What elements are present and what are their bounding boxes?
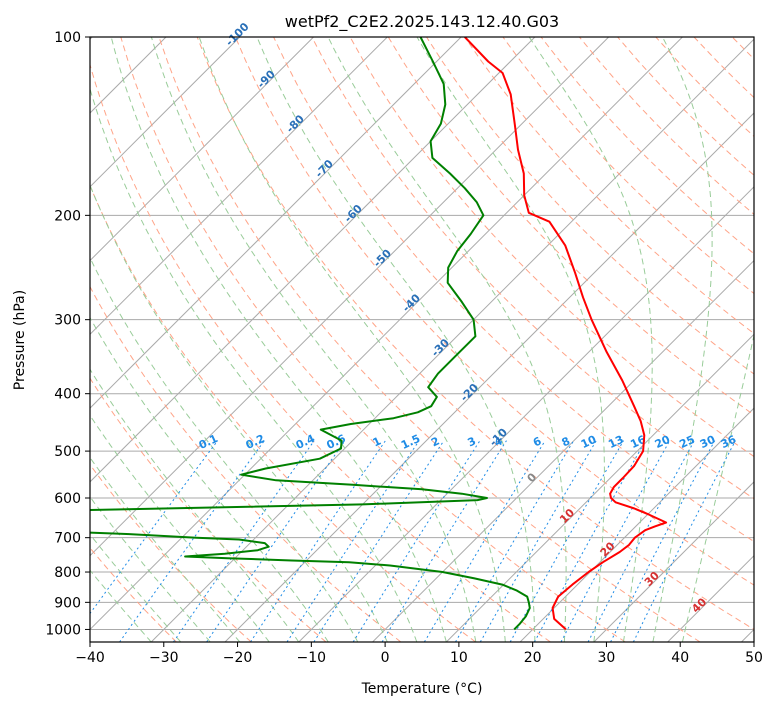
mixing-ratio-line: [610, 440, 716, 642]
moist-adiabat-line: [90, 368, 300, 642]
isotherm-line: [593, 481, 754, 642]
moist-adiabat-line: [90, 569, 152, 642]
mixing-ratio-label: 30: [698, 433, 718, 451]
x-tick-label: 40: [671, 650, 689, 666]
isotherm-line: [372, 259, 754, 642]
moist-adiabat-line: [416, 37, 605, 642]
isotherm-line: [90, 37, 536, 483]
x-tick-label: −20: [223, 650, 253, 666]
x-tick-label: −40: [75, 650, 105, 666]
dry-adiabat-line: [234, 37, 754, 586]
mixing-ratio-label: 20: [653, 433, 673, 451]
y-tick-label: 300: [54, 313, 81, 329]
mixing-ratio-line: [560, 440, 671, 642]
mixing-ratio-line: [90, 440, 219, 615]
mixing-ratio-line: [587, 440, 695, 642]
moist-adiabat-line: [90, 456, 241, 642]
mixing-ratio-line: [250, 440, 386, 642]
y-tick-label: 700: [54, 531, 81, 547]
mixing-ratio-label: 36: [719, 433, 739, 451]
sounding-traces: [90, 37, 668, 631]
x-tick-label: 30: [598, 650, 616, 666]
moist-adiabat-line: [327, 37, 567, 642]
moist-adiabat-line: [90, 87, 418, 642]
y-axis-label: Pressure (hPa): [12, 290, 28, 390]
isotherm-line: [90, 37, 241, 188]
y-tick-label: 200: [54, 208, 81, 224]
dewpoint-trace: [90, 37, 531, 631]
moist-adiabat-line: [90, 183, 388, 642]
dry-adiabat-line: [464, 37, 754, 335]
plot-frame: [89, 36, 755, 643]
y-tick-label: 1000: [45, 622, 81, 638]
y-tick-label: 800: [54, 565, 81, 581]
isotherm-line: [90, 37, 388, 336]
moist-adiabat-line: [90, 316, 329, 642]
mixing-ratio-line: [632, 440, 736, 642]
y-tick-label: 900: [54, 595, 81, 611]
moist-adiabat-line: [681, 333, 754, 642]
isotherm-line: [90, 37, 610, 557]
x-axis-label: Temperature (°C): [361, 681, 483, 697]
dry-adiabat-line: [273, 37, 754, 543]
dry-adiabat-line: [158, 37, 701, 642]
plot-grid: [90, 37, 754, 642]
dry-adiabat-line: [426, 37, 754, 375]
dry-adiabat-line: [196, 37, 754, 630]
x-tick-label: 10: [450, 650, 468, 666]
mixing-ratio-line: [119, 440, 265, 642]
mixing-ratio-label: 13: [606, 433, 625, 451]
isotherm-line: [90, 37, 314, 262]
moist-adiabat-line: [652, 37, 713, 642]
x-tick-label: −30: [149, 650, 179, 666]
x-tick-label: 50: [745, 650, 763, 666]
mixing-ratio-label: 10: [579, 433, 599, 451]
mixing-ratio-line: [423, 440, 546, 642]
mixing-ratio-line: [313, 440, 445, 642]
dry-adiabat-line: [120, 37, 626, 642]
dry-adiabat-line: [502, 37, 754, 295]
axis-ticks: −40 −30 −20 −10 0 10 20 30 40 50 100 200 300 400 500 60…: [45, 30, 763, 666]
mixing-ratio-line: [352, 440, 481, 642]
x-tick-label: −10: [297, 650, 327, 666]
x-tick-label: 0: [381, 650, 390, 666]
isotherm-line: [224, 112, 754, 642]
y-tick-label: 400: [54, 387, 81, 403]
moist-adiabat-line: [150, 37, 477, 642]
y-tick-label: 600: [54, 491, 81, 507]
isotherm-line: [519, 407, 754, 642]
y-tick-label: 100: [54, 30, 81, 46]
moist-adiabat-line: [528, 37, 653, 642]
mixing-ratio-line: [381, 440, 507, 642]
isotherm-line: [90, 37, 683, 631]
isotherm-line: [90, 37, 462, 409]
moist-adiabat-line: [198, 37, 506, 642]
isotherm-line: [445, 333, 754, 642]
dry-adiabat-line: [90, 463, 252, 642]
y-tick-label: 500: [54, 444, 81, 460]
temperature-trace: [464, 37, 668, 631]
mixing-ratio-label: 25: [677, 433, 696, 451]
mixing-ratio-line: [533, 440, 647, 642]
moist-adiabat-line: [256, 37, 536, 642]
dry-adiabat-line: [311, 37, 754, 500]
moist-adiabat-line: [90, 533, 182, 642]
x-tick-label: 20: [524, 650, 542, 666]
moist-adiabat-line: [90, 256, 359, 642]
moist-adiabat-line: [90, 496, 211, 642]
chart-title: wetPf2_C2E2.2025.143.12.40.G03: [285, 12, 559, 32]
dry-adiabat-line: [90, 63, 551, 642]
